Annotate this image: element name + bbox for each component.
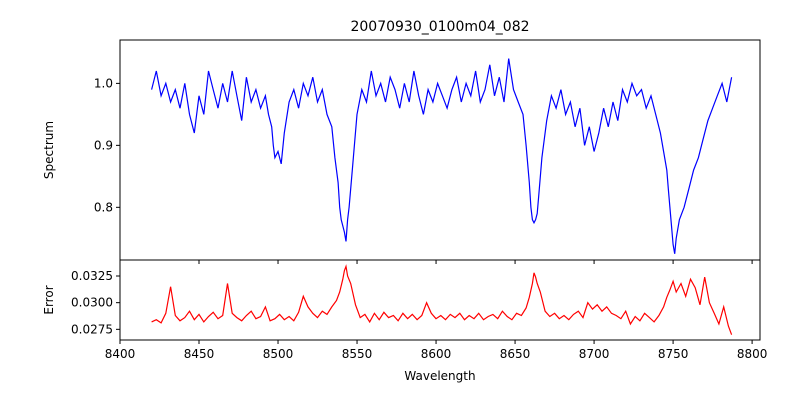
- spectrum-y-tick-label: 0.9: [94, 138, 113, 152]
- x-axis-label: Wavelength: [404, 369, 475, 383]
- x-tick-label: 8500: [263, 347, 294, 361]
- spectrum-panel: 0.8 0.9 1.0 Spectrum: [42, 39, 761, 261]
- spectrum-line: [151, 58, 733, 254]
- chart-title: 20070930_0100m04_082: [350, 19, 529, 35]
- error-y-tick-label: 0.0300: [71, 296, 113, 310]
- error-y-axis-label: Error: [42, 285, 56, 314]
- error-line: [151, 264, 733, 335]
- spectrum-y-tick-label: 1.0: [94, 76, 113, 90]
- x-tick-label: 8800: [737, 347, 768, 361]
- x-tick-label: 8700: [579, 347, 610, 361]
- x-tick-label: 8400: [105, 347, 136, 361]
- spectrum-axes-frame: [119, 39, 761, 261]
- x-tick-label: 8450: [184, 347, 215, 361]
- x-tick-label: 8550: [342, 347, 373, 361]
- spectrum-y-tick-label: 0.8: [94, 200, 113, 214]
- error-y-tick-label: 0.0325: [71, 269, 113, 283]
- error-y-ticks: 0.0275 0.0300 0.0325: [71, 269, 120, 336]
- error-y-tick-label: 0.0275: [71, 322, 113, 336]
- spectrum-y-ticks: 0.8 0.9 1.0: [94, 76, 120, 214]
- x-tick-label: 8750: [658, 347, 689, 361]
- error-panel: 0.0275 0.0300 0.0325 Error: [42, 259, 761, 341]
- x-axis-ticks: 8400 8450 8500 8550 8600 8650 8700 8750 8800: [105, 260, 768, 361]
- error-axes-frame: [119, 259, 761, 341]
- spectrum-y-axis-label: Spectrum: [42, 121, 56, 179]
- x-tick-label: 8650: [500, 347, 531, 361]
- x-tick-label: 8600: [421, 347, 452, 361]
